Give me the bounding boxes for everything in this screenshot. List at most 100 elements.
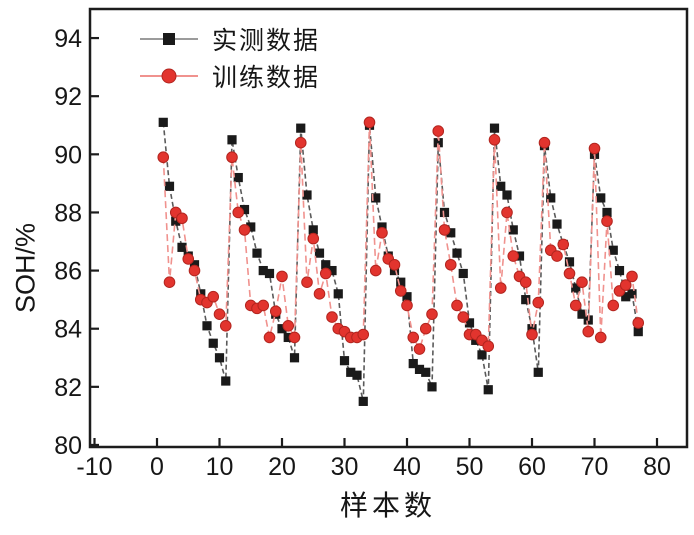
data-point-training xyxy=(588,142,601,155)
data-point-training xyxy=(601,215,613,227)
data-point-training xyxy=(438,224,451,236)
data-point-training xyxy=(501,206,513,219)
data-point-measured xyxy=(189,260,200,270)
legend: 实测数据 训练数据 xyxy=(140,24,321,92)
data-point-training xyxy=(519,276,532,289)
data-point-training xyxy=(563,267,576,280)
data-point-measured xyxy=(246,222,256,232)
data-point-training xyxy=(238,224,251,236)
data-point-measured xyxy=(171,216,181,226)
data-point-training xyxy=(269,305,282,318)
series-training xyxy=(157,116,645,355)
data-point-measured xyxy=(571,283,581,293)
data-point-measured xyxy=(239,204,250,215)
data-point-training xyxy=(357,328,370,341)
data-point-measured xyxy=(277,324,287,334)
data-point-measured xyxy=(533,367,543,377)
data-point-training xyxy=(388,258,401,271)
data-point-training xyxy=(313,288,326,300)
data-point-training xyxy=(157,151,170,164)
data-point-measured xyxy=(264,268,275,279)
x-axis-title: 样本数 xyxy=(339,491,437,522)
data-point-training xyxy=(482,340,495,352)
y-tick-label: 90 xyxy=(54,141,82,169)
data-point-measured xyxy=(427,382,437,392)
x-axis-ticks: -10 0 10 20 30 40 50 60 70 80 xyxy=(76,438,671,481)
x-tick-label: 70 xyxy=(581,453,609,481)
data-point-measured xyxy=(614,265,625,276)
data-point-training xyxy=(207,290,220,303)
data-point-measured xyxy=(321,260,331,270)
data-point-measured xyxy=(283,332,293,343)
data-point-training xyxy=(276,270,288,283)
square-marker-icon xyxy=(163,33,175,45)
data-point-training xyxy=(176,212,188,225)
data-point-training xyxy=(301,276,313,289)
data-point-measured xyxy=(208,338,218,348)
data-point-measured xyxy=(352,370,362,380)
data-point-measured xyxy=(177,242,187,252)
data-point-measured xyxy=(227,135,237,145)
x-tick-label: 20 xyxy=(268,453,296,481)
y-tick-label: 86 xyxy=(54,258,82,286)
data-point-measured xyxy=(627,289,637,299)
data-point-measured xyxy=(502,190,512,200)
data-point-measured xyxy=(489,123,500,133)
legend-label-training: 训练数据 xyxy=(212,65,321,92)
data-point-measured xyxy=(214,353,225,363)
data-point-measured xyxy=(464,318,475,328)
data-point-measured xyxy=(339,356,350,366)
data-point-training xyxy=(426,308,438,320)
data-point-training xyxy=(582,325,595,338)
y-axis-ticks: 80 82 84 86 88 90 92 94 xyxy=(54,25,99,460)
data-point-training xyxy=(213,308,226,320)
data-point-training xyxy=(188,264,201,277)
circle-marker-icon xyxy=(161,68,177,84)
data-point-training xyxy=(219,320,232,332)
data-point-measured xyxy=(446,228,456,238)
data-point-training xyxy=(307,232,320,245)
y-tick-label: 80 xyxy=(54,432,82,460)
data-point-training xyxy=(569,299,582,312)
data-point-measured xyxy=(452,248,462,258)
data-point-training xyxy=(538,136,551,149)
data-point-training xyxy=(419,322,432,335)
data-point-measured xyxy=(602,207,612,218)
legend-item-training: 训练数据 xyxy=(140,61,321,92)
data-point-measured xyxy=(252,248,262,258)
x-tick-label: 30 xyxy=(331,453,359,481)
data-point-measured xyxy=(327,265,337,276)
data-point-training xyxy=(163,276,176,289)
data-point-measured xyxy=(371,193,381,203)
data-point-training xyxy=(326,311,338,323)
data-point-training xyxy=(294,136,307,149)
plot-frame xyxy=(88,7,689,449)
data-point-training xyxy=(413,343,426,355)
data-point-training xyxy=(632,317,645,329)
data-point-training xyxy=(626,270,638,283)
data-point-measured xyxy=(233,172,243,183)
data-point-measured xyxy=(396,277,406,287)
data-point-measured xyxy=(471,335,481,345)
data-point-measured xyxy=(408,358,418,369)
y-tick-label: 92 xyxy=(54,83,82,111)
data-point-training xyxy=(551,250,563,262)
data-point-training xyxy=(376,226,388,239)
data-point-training xyxy=(594,331,607,344)
data-point-measured xyxy=(633,327,643,337)
data-point-training xyxy=(507,250,520,262)
training-line-swatch xyxy=(140,68,198,84)
data-point-training xyxy=(526,328,538,341)
x-tick-label: 50 xyxy=(456,453,484,481)
data-point-training xyxy=(394,285,407,297)
data-point-training xyxy=(576,276,588,289)
data-point-training xyxy=(494,282,507,294)
data-point-training xyxy=(232,206,245,219)
data-point-measured xyxy=(458,268,468,279)
data-point-measured xyxy=(527,324,537,334)
data-point-measured xyxy=(577,309,587,319)
data-point-measured xyxy=(158,117,168,127)
data-point-measured xyxy=(439,207,450,218)
